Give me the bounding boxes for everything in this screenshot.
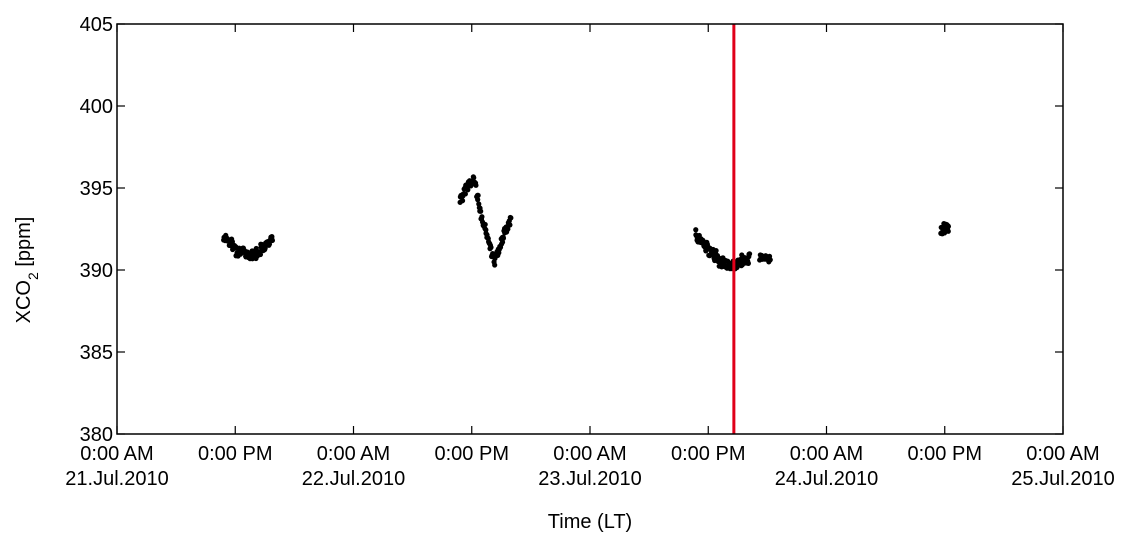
data-point (473, 182, 479, 188)
x-tick-label: 0:00 AM (1026, 443, 1099, 465)
data-point (257, 251, 264, 258)
x-tick-label: 0:00 AM (317, 443, 390, 465)
data-point (500, 235, 507, 241)
y-axis-label-unit: [ppm] (13, 217, 35, 273)
data-point (478, 208, 484, 214)
x-tick-label: 0:00 PM (908, 443, 982, 465)
y-tick-label: 405 (80, 14, 113, 36)
data-point (507, 222, 513, 228)
x-axis-label: Time (LT) (548, 511, 632, 533)
data-point (508, 215, 514, 221)
x-tick-label: 0:00 PM (198, 443, 272, 465)
plot-frame (116, 23, 1064, 435)
data-point (459, 198, 466, 204)
data-point (945, 228, 951, 234)
x-tick-label: 0:00 PM (671, 443, 745, 465)
x-tick-label: 0:00 PM (435, 443, 509, 465)
data-point (499, 239, 506, 245)
y-axis-label-subscript: 2 (25, 272, 41, 280)
data-point (745, 260, 751, 266)
y-tick-label: 380 (80, 424, 113, 446)
data-point (505, 226, 511, 232)
data-point (746, 251, 753, 257)
y-axis: 380 385 390 395 400 405 (80, 14, 1063, 446)
data-point (482, 221, 488, 228)
data-point (479, 214, 485, 220)
y-tick-label: 400 (80, 96, 113, 118)
y-axis-label: XCO2 [ppm] (13, 217, 41, 324)
data-point (269, 233, 275, 240)
data-point (693, 227, 699, 233)
data-point (713, 247, 719, 254)
data-point (475, 192, 481, 199)
y-tick-label: 390 (80, 260, 113, 282)
y-tick-label: 395 (80, 178, 113, 200)
x-tick-date-label: 22.Jul.2010 (302, 468, 405, 490)
data-point (945, 223, 952, 230)
data-point (462, 191, 468, 197)
x-tick-label: 0:00 AM (790, 443, 863, 465)
data-point (471, 175, 477, 181)
data-point (488, 244, 494, 250)
x-tick-date-label: 21.Jul.2010 (65, 468, 168, 490)
x-tick-date-label: 23.Jul.2010 (538, 468, 641, 490)
x-tick-label: 0:00 AM (553, 443, 626, 465)
x-tick-date-label: 24.Jul.2010 (775, 468, 878, 490)
data-point (269, 237, 276, 244)
data-point (475, 197, 481, 203)
x-tick-date-label: 25.Jul.2010 (1011, 468, 1114, 490)
data-point (465, 187, 471, 193)
data-point (492, 262, 498, 268)
y-tick-label: 385 (80, 342, 113, 364)
y-axis-label-main: XCO (13, 280, 35, 323)
x-axis: 0:00 AM 21.Jul.2010 0:00 PM 0:00 AM 22.Jul.2… (65, 24, 1115, 490)
data-points-group (221, 174, 952, 272)
x-tick-label: 0:00 AM (80, 443, 153, 465)
data-point (767, 257, 773, 263)
